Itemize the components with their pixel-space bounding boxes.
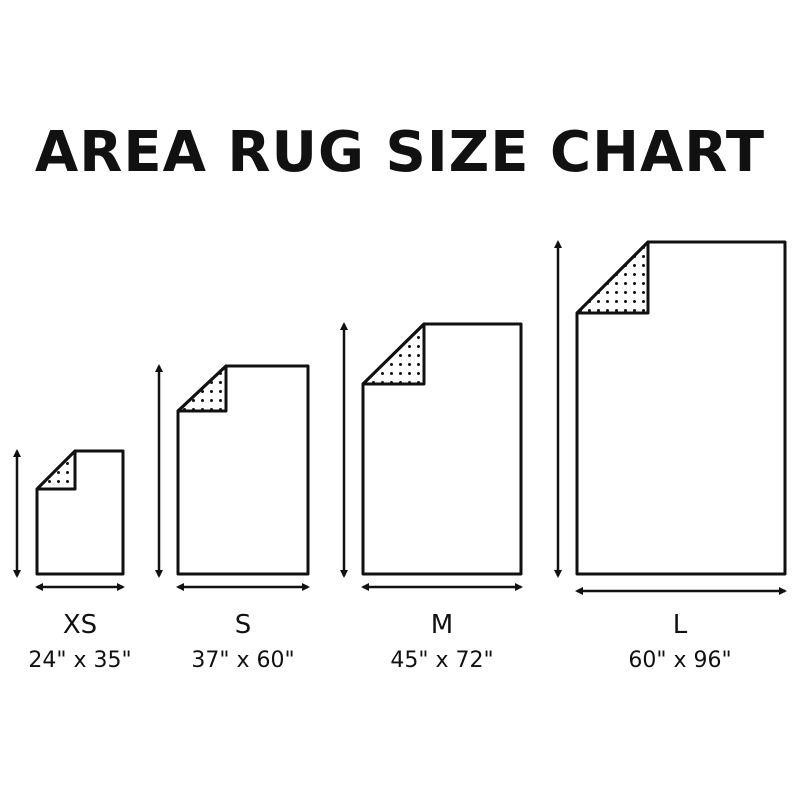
rug-fold-s: [176, 364, 228, 413]
rug-xs: [35, 449, 125, 576]
rug-fold-l: [575, 240, 650, 315]
rug-fold-m: [361, 322, 426, 386]
dims-label-xs: 24" x 35": [28, 648, 132, 673]
dims-label-s: 37" x 60": [191, 648, 295, 673]
size-label-l: L: [672, 610, 688, 640]
size-label-s: S: [234, 610, 252, 640]
dims-label-l: 60" x 96": [628, 648, 732, 673]
rug-fold-xs: [35, 449, 77, 491]
size-label-xs: XS: [62, 610, 98, 640]
chart-title: AREA RUG SIZE CHART: [34, 120, 766, 185]
size-label-m: M: [430, 610, 454, 640]
dims-label-m: 45" x 72": [390, 648, 494, 673]
